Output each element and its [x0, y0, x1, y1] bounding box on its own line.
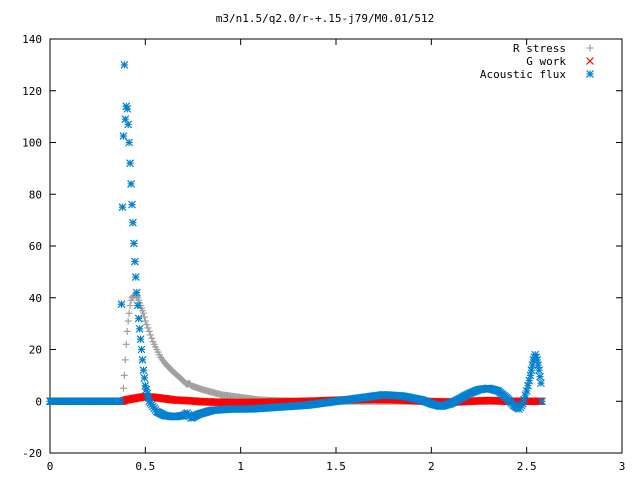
data-point [126, 302, 134, 310]
series-acoustic-flux [46, 60, 546, 422]
data-point [123, 104, 132, 113]
data-point [128, 200, 136, 209]
data-point [125, 309, 133, 317]
data-point [124, 120, 133, 129]
data-point [132, 288, 141, 297]
data-marks [46, 60, 546, 422]
legend-marker [586, 44, 594, 52]
data-point [135, 324, 144, 333]
data-point [130, 257, 139, 266]
legend-label: Acoustic flux [480, 68, 566, 81]
x-tick-label: 2 [428, 460, 435, 473]
data-point [518, 399, 527, 408]
data-point [141, 317, 149, 325]
legend-marker [586, 57, 594, 65]
data-point [125, 138, 134, 147]
data-point [136, 335, 145, 344]
data-point [534, 361, 543, 369]
data-point [116, 397, 125, 406]
data-point [525, 376, 534, 385]
data-point [138, 355, 147, 364]
data-point [127, 179, 135, 188]
axis-ticks: -20 0 20 40 60 80 100 120 140 0 0.5 1 1.5 2 2.5 3 [22, 33, 625, 473]
data-point [140, 313, 148, 321]
data-point [140, 374, 149, 382]
data-point [139, 366, 148, 375]
series-r-stress [46, 291, 546, 405]
y-tick-label: 60 [29, 240, 42, 253]
data-point [117, 300, 126, 309]
x-tick-label: 3 [619, 460, 626, 473]
data-point [534, 397, 543, 406]
y-tick-label: -20 [22, 447, 42, 460]
data-point [119, 384, 127, 392]
data-point [129, 239, 138, 248]
x-tick-label: 0 [47, 460, 54, 473]
data-point [537, 397, 546, 406]
x-tick-label: 1 [237, 460, 244, 473]
data-point [121, 356, 129, 364]
chart-title: m3/n1.5/q2.0/r-+.15-j79/M0.01/512 [216, 12, 435, 25]
data-point [129, 218, 137, 227]
legend-label: G work [526, 55, 566, 68]
data-point [146, 331, 154, 339]
y-tick-label: 80 [29, 188, 42, 201]
data-point [144, 324, 152, 332]
data-point [143, 320, 151, 328]
data-point [526, 371, 535, 380]
data-point [148, 334, 156, 342]
data-point [524, 381, 532, 390]
data-point [536, 372, 544, 381]
data-point [118, 203, 127, 212]
data-point [535, 366, 543, 375]
data-point [522, 386, 531, 395]
y-tick-label: 20 [29, 344, 42, 357]
data-point [119, 132, 128, 140]
x-tick-label: 2.5 [517, 460, 537, 473]
data-point [537, 379, 545, 388]
x-tick-label: 1.5 [326, 460, 346, 473]
data-point [139, 309, 147, 317]
y-tick-label: 100 [22, 137, 42, 150]
data-point [120, 371, 128, 379]
data-point [124, 317, 132, 325]
data-point [120, 60, 129, 69]
data-point [145, 327, 153, 335]
x-tick-label: 0.5 [135, 460, 155, 473]
data-point [134, 314, 143, 323]
y-tick-label: 0 [35, 395, 42, 408]
data-point [131, 273, 140, 281]
legend-label: R stress [513, 42, 566, 55]
data-point [123, 327, 131, 335]
y-tick-label: 40 [29, 292, 42, 305]
data-point [137, 345, 146, 354]
y-tick-label: 140 [22, 33, 42, 46]
data-point [133, 301, 142, 310]
data-point [126, 159, 135, 168]
legend-marker [586, 70, 594, 78]
data-point [122, 340, 130, 348]
y-tick-label: 120 [22, 85, 42, 98]
